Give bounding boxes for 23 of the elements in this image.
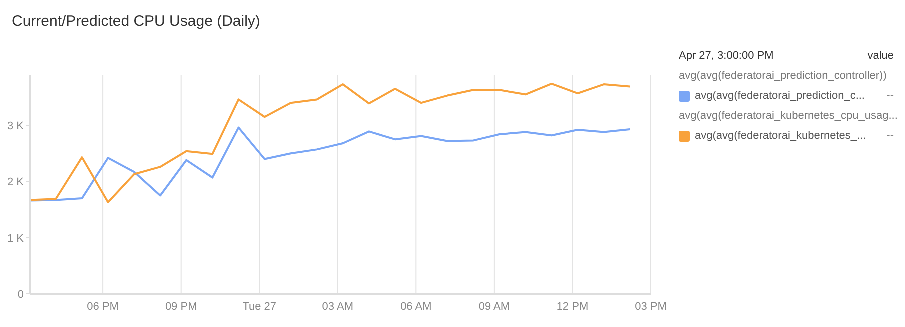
text: -- — [886, 90, 894, 102]
x-tick-label: 03 PM — [635, 300, 667, 313]
y-tick-label: 2 K — [7, 176, 25, 189]
text: Apr 27, 3:00:00 PM — [679, 50, 774, 64]
text: -- — [886, 130, 894, 142]
x-tick-label: Tue 27 — [242, 300, 277, 313]
legend-label: avg(avg(federatorai_kubernetes_... — [695, 130, 868, 142]
x-tick-label: 09 PM — [165, 300, 198, 313]
y-tick-label: 1 K — [7, 232, 25, 245]
y-tick-label: 3 K — [7, 120, 25, 132]
y-tick-label: 0 — [18, 288, 24, 301]
chart-title: Current/Predicted CPU Usage (Daily) — [12, 13, 260, 30]
x-tick-label: 09 AM — [478, 300, 510, 313]
x-tick-label: 12 PM — [556, 300, 589, 313]
legend-label: avg(avg(federatorai_prediction_c... — [695, 90, 866, 102]
x-tick-label: 06 PM — [87, 300, 119, 313]
text: avg(avg(federatorai_prediction_controller)) — [679, 70, 888, 84]
text: avg(avg(federatorai_kubernetes_cpu_usag... — [679, 110, 898, 124]
line-series — [30, 82, 632, 204]
x-tick-label: 06 AM — [400, 300, 432, 313]
x-tick-label: 03 AM — [322, 300, 354, 313]
line-series — [30, 126, 632, 202]
text: value — [868, 50, 894, 64]
